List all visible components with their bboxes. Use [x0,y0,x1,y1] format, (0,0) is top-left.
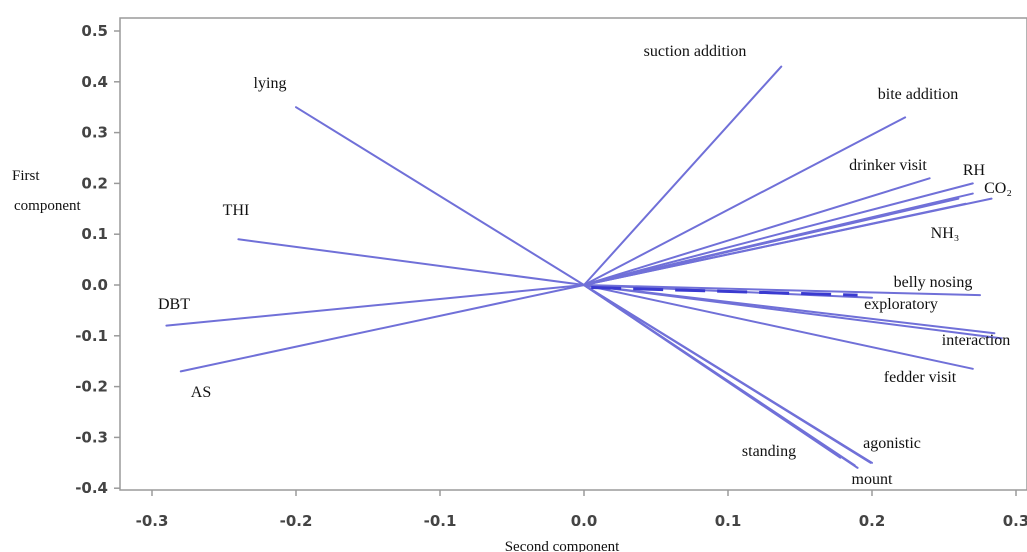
vector-label: NH₃ [931,225,960,242]
x-tick-label: -0.1 [424,512,457,530]
y-tick-label: -0.1 [75,327,108,345]
loading-line [165,284,585,327]
vector-label: suction addition [644,43,747,60]
vector-label: standing [742,443,796,460]
vector-label: agonistic [863,435,921,452]
y-tick-label: 0.5 [81,22,108,40]
x-tick-label: 0.3 [1003,512,1027,530]
loading-line [583,65,783,286]
vector-label: lying [254,75,287,92]
x-tick-label: 0.0 [571,512,598,530]
y-axis-title-line2: component [14,198,81,214]
loading-line [295,106,585,286]
vector-label: DBT [158,296,190,313]
vector-label: mount [852,471,893,488]
loading-line [583,284,873,464]
plot-area [119,17,1027,491]
x-tick-label: 0.1 [715,512,742,530]
loading-line [583,284,1003,340]
loading-line [583,284,981,297]
loading-line-secondary [583,200,945,286]
vector-label: bite addition [878,86,958,103]
loading-line [237,238,585,286]
loading-line [583,177,931,286]
y-tick-label: -0.4 [75,479,108,497]
y-tick-label: 0.3 [81,124,108,142]
x-tick-label: -0.2 [280,512,313,530]
vector-label: THI [223,202,250,219]
loading-line [583,182,974,286]
y-tick-label: 0.2 [81,174,108,192]
loading-line [583,116,907,286]
x-tick-label: -0.3 [136,512,169,530]
vector-label: AS [191,384,211,401]
vector-label: CO₂ [984,180,1012,197]
loading-line [179,284,585,373]
y-tick-label: 0.1 [81,225,108,243]
dashed-overlay-line [591,286,858,297]
loading-line [583,202,967,286]
y-axis-title-line1: First [12,168,40,184]
x-axis-title: Second component [505,539,620,552]
vector-label: interaction [942,332,1010,349]
vector-label: RH [963,162,986,179]
loading-line [583,284,842,459]
y-tick-label: -0.3 [75,428,108,446]
y-tick-label: -0.2 [75,378,108,396]
x-tick-label: 0.2 [859,512,886,530]
vector-label: belly nosing [894,274,973,291]
vector-label: exploratory [864,296,938,313]
vector-label: drinker visit [849,157,927,174]
y-tick-label: 0.0 [81,276,108,294]
vector-label: fedder visit [884,369,957,386]
loading-line [583,284,974,370]
y-tick-label: 0.4 [81,73,108,91]
